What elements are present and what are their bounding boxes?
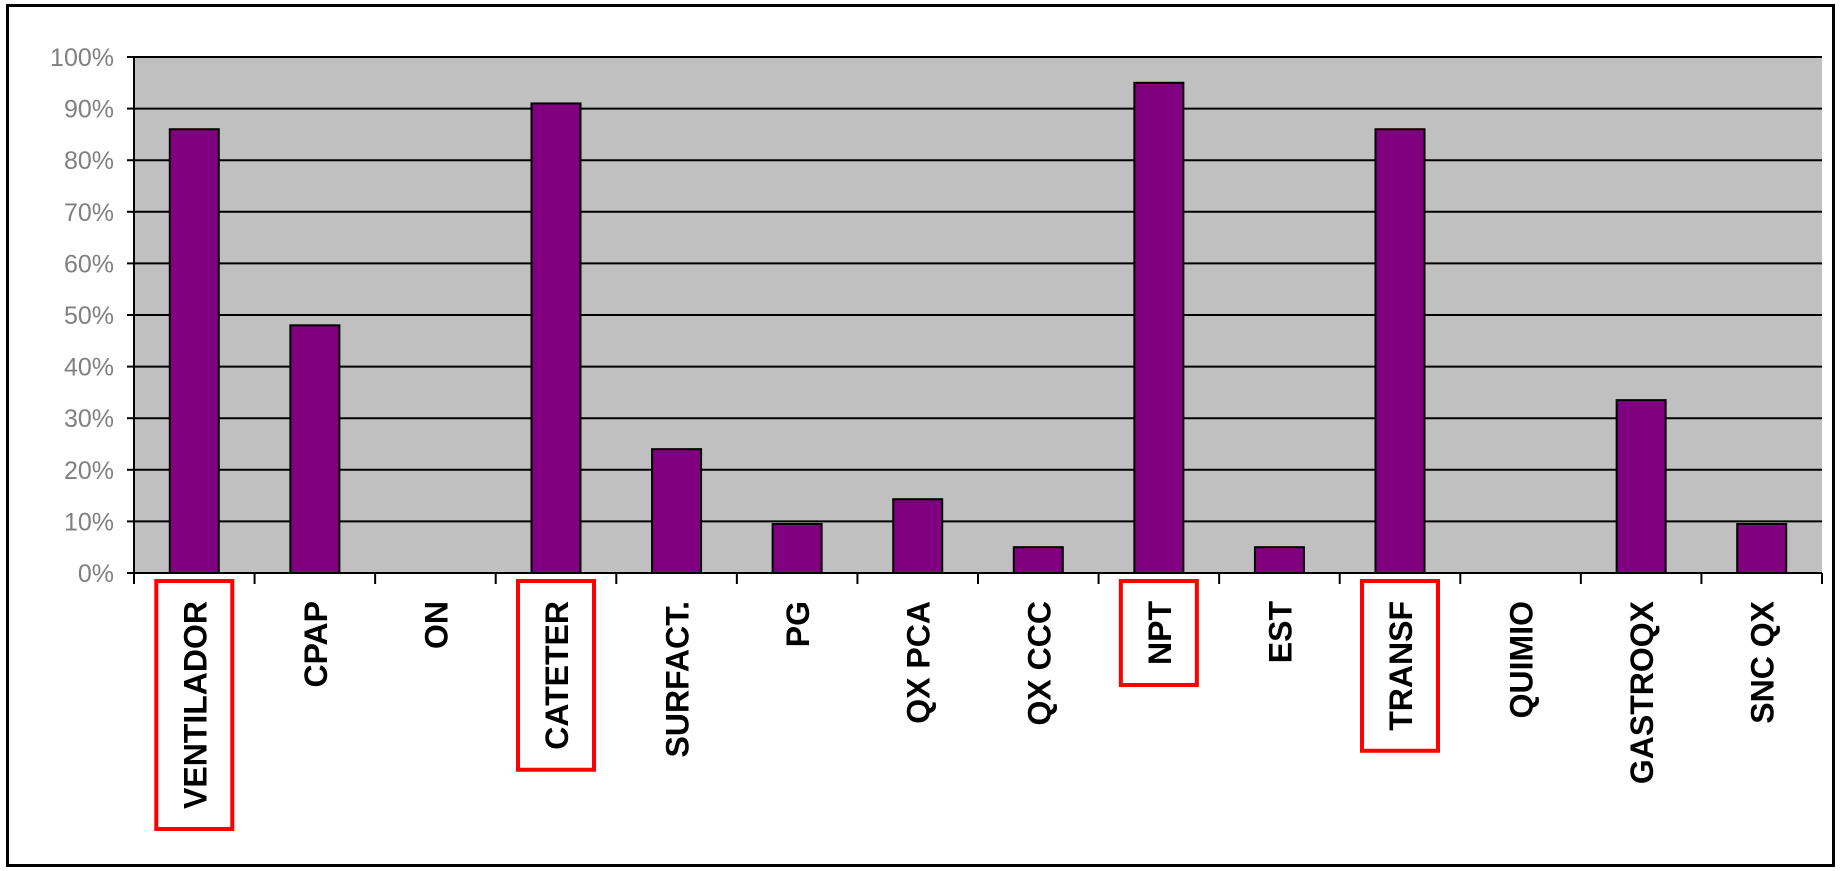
x-tick-label: QX CCC <box>1021 601 1057 725</box>
y-tick-label: 10% <box>64 508 114 536</box>
x-tick-label: EST <box>1262 601 1298 664</box>
x-tick-label: GASTROQX <box>1624 600 1660 784</box>
y-tick-label: 60% <box>64 250 114 278</box>
bar <box>1012 546 1064 575</box>
x-tick-label: QUIMIO <box>1504 601 1540 718</box>
x-tick-label: PG <box>780 601 816 647</box>
bar <box>1615 399 1667 575</box>
y-tick-label: 80% <box>64 147 114 175</box>
bar <box>168 128 220 575</box>
bar <box>1133 81 1185 575</box>
bar <box>1374 128 1426 575</box>
y-tick-label: 30% <box>64 405 114 433</box>
highlight-box <box>1118 579 1199 687</box>
highlight-box <box>154 579 235 831</box>
x-tick-label: ON <box>418 601 454 649</box>
y-tick-label: 50% <box>64 302 114 330</box>
bar <box>1253 546 1305 575</box>
bar <box>289 324 341 574</box>
x-tick-label: CPAP <box>298 601 334 688</box>
highlight-box <box>1360 579 1440 753</box>
x-tick-label: VENTILADOR <box>177 601 213 809</box>
y-tick-label: 20% <box>64 457 114 485</box>
x-tick-label: CATETER <box>539 601 575 750</box>
bar <box>771 522 823 574</box>
y-tick-label: 40% <box>64 354 114 382</box>
highlight-box <box>516 579 596 772</box>
x-tick-label: SNC QX <box>1745 600 1781 723</box>
y-tick-label: 90% <box>64 96 114 124</box>
x-tick-label: TRANSF <box>1383 601 1419 731</box>
bar <box>651 448 703 574</box>
y-tick-label: 70% <box>64 199 114 227</box>
y-tick-label: 0% <box>78 560 114 588</box>
y-tick-label: 100% <box>50 44 114 72</box>
bar <box>892 498 944 575</box>
bar <box>530 102 582 574</box>
bar <box>1736 522 1788 574</box>
x-tick-label: NPT <box>1142 601 1178 665</box>
x-tick-label: SURFACT. <box>660 601 696 757</box>
x-tick-label: QX PCA <box>901 601 937 724</box>
